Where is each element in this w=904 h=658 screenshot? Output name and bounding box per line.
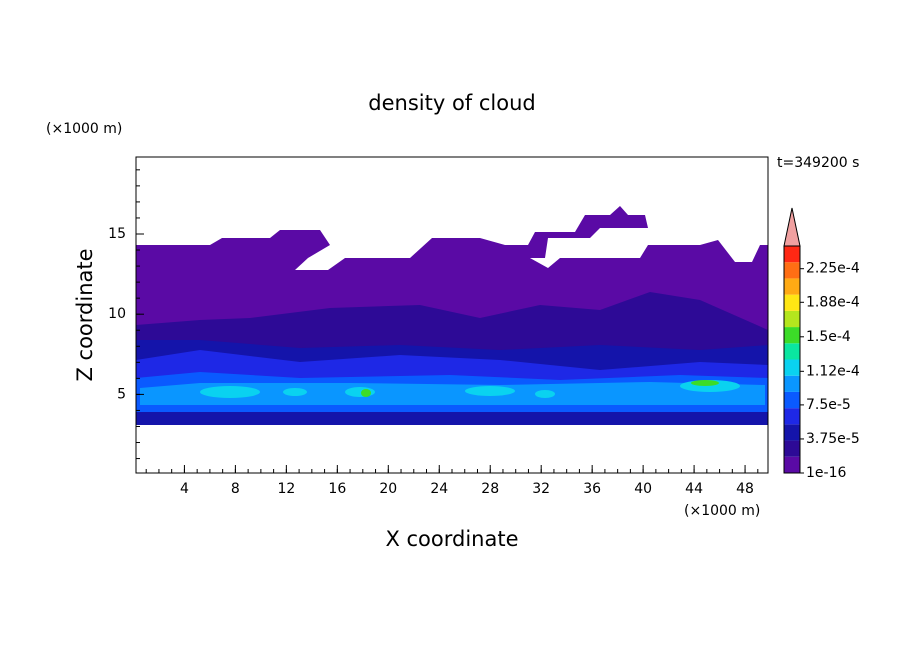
y-tick-label: 10 [108, 306, 126, 322]
chart-title: density of cloud [368, 91, 535, 115]
contour-region [361, 389, 371, 397]
colorbar-band [784, 424, 800, 441]
contour-region [465, 386, 515, 396]
colorbar-band [784, 408, 800, 425]
colorbar-extension [783, 207, 801, 247]
contour-region [136, 412, 768, 425]
colorbar-band [784, 262, 800, 279]
y-unit: (×1000 m) [46, 121, 122, 137]
colorbar-tick-label: 1.12e-4 [806, 363, 860, 379]
y-axis-label: Z coordinate [73, 248, 97, 381]
y-tick-label: 15 [108, 226, 126, 242]
contour-field [136, 206, 768, 425]
x-tick-label: 8 [231, 481, 240, 497]
colorbar-band [784, 246, 800, 263]
y-tick-label: 5 [117, 386, 126, 402]
x-tick-label: 40 [634, 481, 652, 497]
x-tick-label: 12 [277, 481, 295, 497]
colorbar-band [784, 327, 800, 344]
colorbar-band [784, 278, 800, 295]
x-tick-label: 44 [685, 481, 703, 497]
x-tick-label: 32 [532, 481, 550, 497]
contour-region [535, 390, 555, 398]
x-tick-label: 28 [481, 481, 499, 497]
x-unit: (×1000 m) [684, 503, 760, 519]
time-annotation: t=349200 s [777, 155, 859, 171]
colorbar-tick-label: 7.5e-5 [806, 397, 851, 413]
colorbar-tick-label: 1.88e-4 [806, 294, 860, 310]
colorbar-tick-label: 2.25e-4 [806, 261, 860, 277]
x-tick-label: 4 [180, 481, 189, 497]
contour-region [283, 388, 307, 396]
contour-region [200, 386, 260, 398]
colorbar-band [784, 310, 800, 328]
x-tick-label: 48 [736, 481, 754, 497]
x-tick-label: 20 [379, 481, 397, 497]
colorbar-band [784, 359, 800, 376]
colorbar-band [784, 456, 800, 473]
colorbar-tick-label: 1.5e-4 [806, 329, 851, 345]
x-tick-label: 16 [328, 481, 346, 497]
x-axis-label: X coordinate [385, 527, 518, 551]
x-tick-label: 36 [583, 481, 601, 497]
colorbar-band [784, 440, 800, 457]
contour-region [691, 380, 719, 386]
colorbar-band [784, 343, 800, 360]
contour-region [140, 382, 765, 405]
colorbar-tick-label: 1e-16 [806, 465, 846, 481]
colorbar-band [784, 391, 800, 409]
colorbar-frame [783, 245, 801, 474]
contour-region [528, 206, 648, 258]
colorbar-band [784, 375, 800, 392]
x-tick-label: 24 [430, 481, 448, 497]
colorbar-tick-label: 3.75e-5 [806, 431, 860, 447]
colorbar-band [784, 294, 800, 311]
